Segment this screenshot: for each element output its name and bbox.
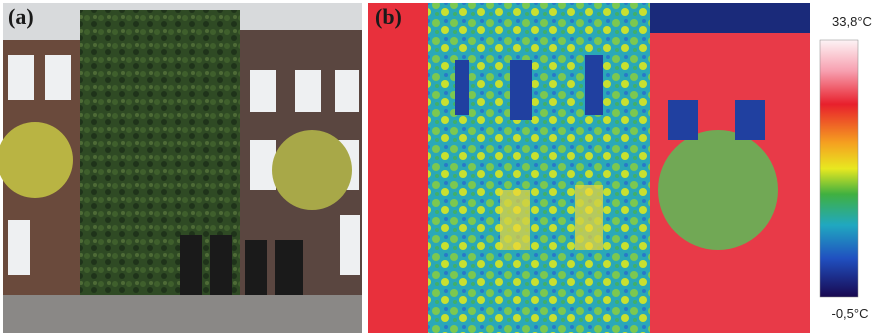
colorbar	[820, 40, 858, 297]
thermal-panel: (b)	[368, 3, 810, 333]
panel-label: (b)	[375, 4, 402, 29]
colorbar-max: 33,8°C	[832, 14, 872, 29]
warm-wall	[368, 3, 428, 333]
colorbar-min: -0,5°C	[832, 306, 869, 321]
photo-panel: (a)	[0, 3, 362, 333]
panel-label: (a)	[8, 4, 34, 29]
tree-heat	[658, 130, 778, 250]
tree	[272, 130, 352, 210]
tree	[0, 122, 73, 198]
street	[3, 295, 362, 333]
figure: (a) (b) 33,8°C -0,5°C	[0, 0, 878, 335]
cold-sky	[650, 3, 810, 33]
